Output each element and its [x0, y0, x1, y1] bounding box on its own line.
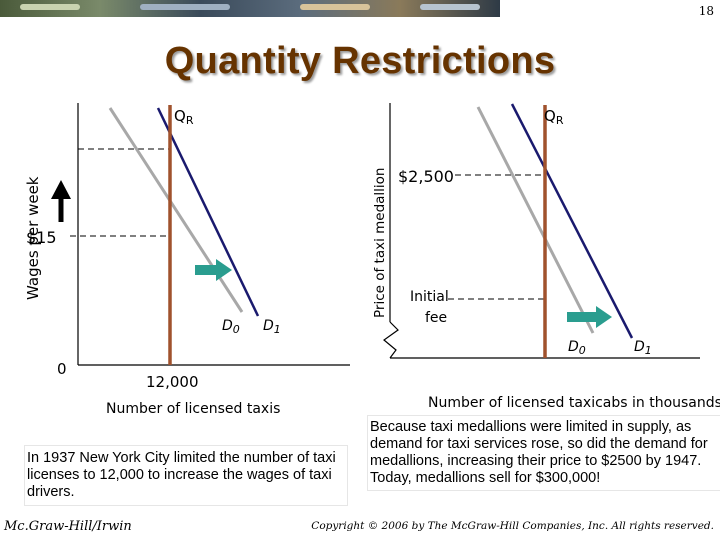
- right-d1-label: D1: [634, 339, 652, 357]
- right-axis-break: [383, 321, 399, 359]
- right-d0-label: D0: [568, 339, 586, 357]
- right-qr-label: QR: [544, 107, 564, 127]
- right-x-axis-label: Number of licensed taxicabs in thousands: [428, 395, 720, 411]
- left-d1-label: D1: [263, 318, 281, 336]
- right-graph: Price of taxi medallion $2,500 Initial f…: [372, 103, 720, 411]
- left-origin-label: 0: [57, 360, 67, 378]
- right-initial-fee-label-line1: Initial: [410, 289, 449, 305]
- left-demand-d0-line: [108, 107, 244, 313]
- right-initial-fee-label-line2: fee: [425, 310, 447, 326]
- footer-copyright: Copyright © 2006 by The McGraw-Hill Comp…: [311, 520, 714, 532]
- right-price-label: $2,500: [398, 167, 454, 186]
- slide-number: 18: [698, 4, 714, 18]
- left-price-label: $15: [26, 228, 57, 247]
- header-banner-image: [0, 0, 500, 17]
- left-quantity-tick-label: 12,000: [146, 373, 199, 391]
- caption-right: Because taxi medallions were limited in …: [367, 415, 720, 491]
- right-demand-d0-line: [476, 106, 595, 334]
- right-demand-shift-arrow: [567, 306, 612, 328]
- left-qr-label: QR: [174, 107, 194, 127]
- left-demand-shift-arrow: [195, 259, 232, 281]
- left-demand-d1-line: [156, 107, 260, 317]
- footer-publisher: Mc.Graw-Hill/Irwin: [4, 519, 132, 534]
- right-y-axis-label: Price of taxi medallion: [372, 168, 388, 319]
- caption-left: In 1937 New York City limited the number…: [24, 445, 348, 506]
- left-y-axis-label: Wages per week: [24, 176, 42, 300]
- left-graph: Wages per week $15 0 12,000 Number of li…: [24, 103, 350, 417]
- left-d0-label: D0: [222, 318, 240, 336]
- right-demand-d1-line: [510, 103, 634, 339]
- left-x-axis-label: Number of licensed taxis: [106, 401, 280, 417]
- wage-increase-arrow: [51, 180, 71, 222]
- slide-title: Quantity Restrictions: [164, 40, 556, 82]
